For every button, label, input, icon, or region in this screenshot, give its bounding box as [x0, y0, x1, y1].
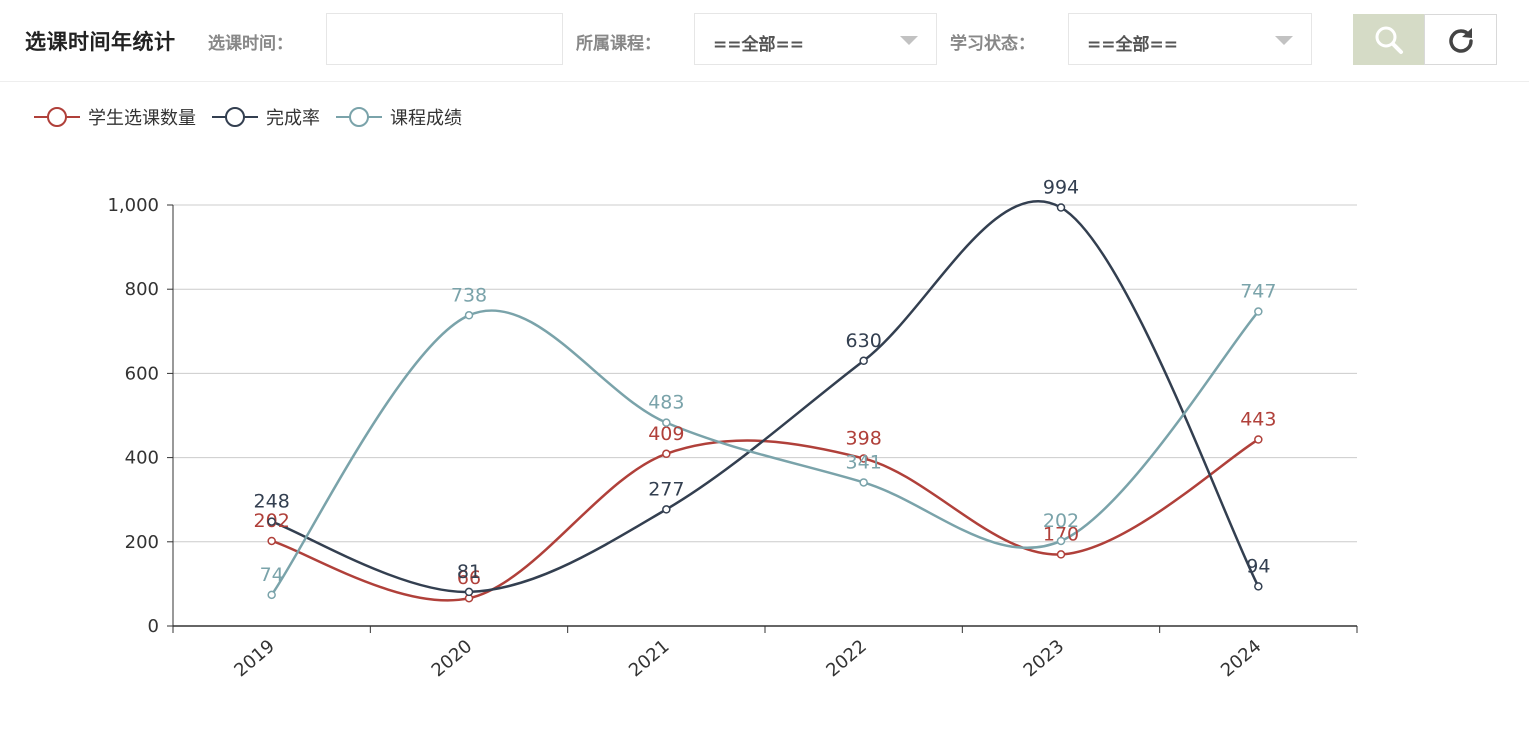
legend-label: 完成率 — [266, 108, 320, 129]
time-filter-label: 选课时间： — [208, 34, 293, 54]
series-line-2 — [270, 309, 1260, 596]
line-chart: 0 200 400 600 800 1,000 2019 2020 2021 2022 2023 20… — [107, 177, 1358, 682]
data-point — [1254, 582, 1263, 591]
data-label: 94 — [1246, 555, 1270, 577]
data-label: 738 — [451, 284, 487, 306]
data-label: 277 — [648, 478, 684, 500]
data-point — [464, 311, 474, 320]
status-filter-label: 学习状态： — [950, 34, 1035, 54]
data-label: 409 — [648, 423, 684, 445]
series-line-1 — [271, 199, 1260, 594]
data-label: 341 — [846, 451, 882, 473]
data-label: 248 — [254, 491, 290, 513]
data-point — [1056, 536, 1066, 546]
data-label: 483 — [648, 392, 684, 414]
chevron-down-icon — [1275, 36, 1293, 45]
data-label: 170 — [1043, 523, 1079, 545]
legend-item-series-2[interactable]: 课程成绩 — [336, 104, 462, 130]
data-label: 443 — [1240, 408, 1276, 430]
data-point — [859, 454, 868, 463]
x-tick-label: 2024 — [1217, 636, 1266, 682]
legend-item-series-0[interactable]: 学生选课数量 — [34, 104, 196, 130]
refresh-button[interactable] — [1424, 14, 1497, 65]
legend-item-series-1[interactable]: 完成率 — [212, 104, 320, 130]
data-point — [662, 505, 671, 514]
legend-line-marker-icon — [34, 107, 80, 127]
data-label: 994 — [1043, 177, 1079, 199]
time-input[interactable] — [326, 13, 563, 65]
series-line-0 — [271, 438, 1259, 602]
data-point — [662, 449, 671, 459]
data-point — [1056, 550, 1066, 559]
page-title: 选课时间年统计 — [25, 30, 176, 54]
data-label: 74 — [260, 564, 284, 586]
course-select-value: ==全部== — [713, 35, 804, 55]
data-label: 747 — [1240, 281, 1276, 303]
data-point — [267, 536, 276, 546]
x-tick-label: 2021 — [625, 636, 674, 682]
course-filter-label: 所属课程： — [576, 34, 661, 54]
data-label: 81 — [457, 561, 481, 583]
data-point — [1254, 307, 1263, 316]
data-label: 66 — [457, 567, 481, 589]
data-point — [1056, 203, 1066, 212]
y-tick-label: 1,000 — [107, 195, 159, 216]
legend-label: 学生选课数量 — [88, 108, 196, 129]
data-point — [267, 517, 276, 526]
chevron-down-icon — [900, 36, 918, 45]
legend-label: 课程成绩 — [390, 108, 462, 129]
y-tick-label: 0 — [148, 616, 159, 637]
course-select[interactable]: ==全部== — [694, 13, 937, 65]
legend-line-marker-icon — [212, 107, 258, 127]
y-tick-label: 800 — [125, 279, 159, 300]
refresh-icon — [1448, 27, 1473, 53]
data-point — [267, 590, 276, 600]
search-button[interactable] — [1353, 14, 1425, 65]
x-tick-label: 2019 — [230, 636, 279, 682]
toolbar: 选课时间年统计 选课时间： 所属课程： ==全部== 学习状态： ==全部== — [0, 0, 1529, 82]
data-point — [1254, 435, 1263, 444]
data-point — [859, 478, 868, 487]
data-point — [464, 587, 474, 597]
status-select-value: ==全部== — [1087, 35, 1178, 55]
data-label: 398 — [846, 427, 882, 449]
search-icon — [1375, 26, 1403, 54]
data-point — [662, 418, 671, 427]
x-tick-label: 2023 — [1020, 636, 1069, 682]
data-label: 630 — [846, 330, 882, 352]
x-tick-label: 2020 — [428, 636, 477, 682]
data-label: 202 — [1043, 510, 1079, 532]
x-tick-label: 2022 — [822, 636, 871, 682]
data-point — [859, 356, 868, 366]
y-tick-label: 200 — [125, 532, 159, 553]
chart-legend: 学生选课数量 完成率 课程成绩 — [34, 104, 478, 130]
y-tick-label: 600 — [125, 363, 159, 384]
legend-line-marker-icon — [336, 107, 382, 127]
y-tick-label: 400 — [125, 448, 159, 469]
status-select[interactable]: ==全部== — [1068, 13, 1312, 65]
